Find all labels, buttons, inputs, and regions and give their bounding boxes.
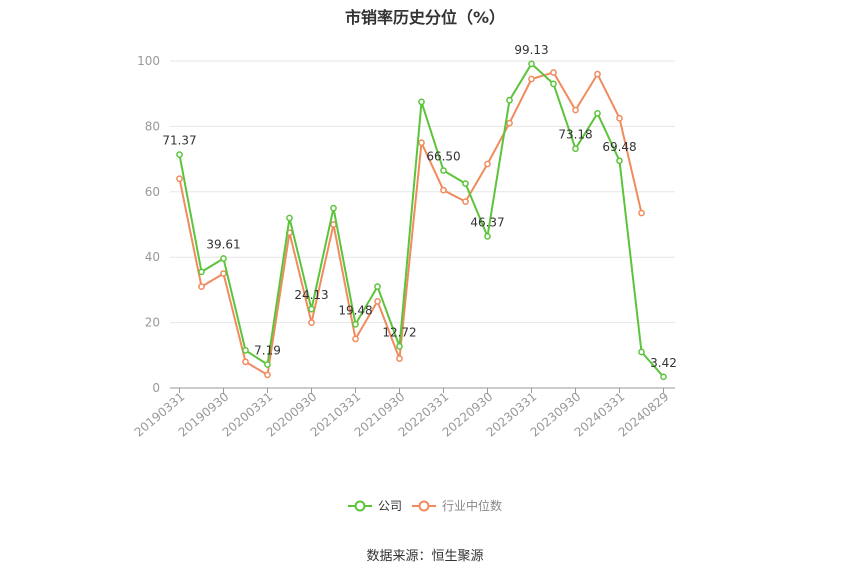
data-point [594,70,601,78]
legend-label: 公司 [378,499,402,513]
data-point [616,114,623,122]
data-point [352,335,359,343]
data-point [198,268,205,276]
data-label: 12.72 [382,325,416,339]
data-point [484,233,491,240]
data-label: 66.50 [426,150,460,164]
data-point [418,139,425,147]
y-tick-label: 20 [145,316,160,330]
data-point [374,283,381,290]
y-tick-label: 40 [145,250,160,264]
data-point [572,145,579,153]
y-axis-ticks: 0 20 40 60 80 100 [137,54,160,395]
data-point [572,106,579,114]
series-行业中位数 [176,69,645,379]
y-tick-label: 80 [145,119,160,133]
data-label: 69.48 [602,140,636,154]
y-tick-label: 0 [152,381,160,395]
legend-item: 行业中位数 [412,498,502,513]
data-point [528,75,535,83]
y-tick-label: 100 [137,54,160,68]
data-point [242,358,249,366]
data-point [440,167,447,174]
data-label: 3.42 [650,356,677,370]
data-label: 19.48 [338,303,372,317]
data-point [286,214,293,222]
data-point [330,204,337,212]
data-point [264,361,271,368]
data-point [308,319,315,326]
data-source: 数据来源：恒生聚源 [366,549,484,564]
data-point [242,347,249,354]
data-point [374,297,381,305]
data-point [616,157,623,165]
data-point [176,175,183,183]
data-point [264,371,271,379]
data-point [198,283,205,290]
series-line [178,62,665,378]
data-point [506,119,513,127]
data-label: 24.13 [294,288,328,302]
data-point [550,80,557,88]
data-labels: 71.37 39.61 7.19 24.13 19.48 12.72 66.50 46.37 9… [162,43,677,370]
data-point [352,320,359,328]
data-label: 39.61 [206,237,240,251]
data-point [594,109,601,117]
data-point [506,96,513,104]
data-label: 7.19 [254,343,281,357]
chart-title: 市销率历史分位（%） [344,8,506,27]
legend-label: 行业中位数 [442,498,502,513]
data-point [462,198,469,205]
y-tick-label: 60 [145,185,160,199]
legend-item: 公司 [348,499,402,513]
legend: 公司 行业中位数 [348,498,502,513]
data-point [220,270,227,277]
legend-swatch-marker [354,500,366,512]
series-公司 [176,60,667,381]
data-label: 71.37 [162,134,196,148]
data-point [638,209,645,217]
data-point [638,348,645,356]
series-line [178,71,643,376]
data-point [220,255,227,262]
data-point [418,98,425,106]
data-point [308,305,315,313]
data-label: 46.37 [470,215,504,229]
grid-lines [170,60,675,324]
data-point [396,343,403,350]
series-layer [176,60,667,381]
legend-swatch-marker [418,500,430,512]
data-point [528,60,535,68]
data-point [176,151,183,158]
data-point [462,180,469,187]
data-point [484,160,491,168]
data-label: 73.18 [558,128,592,142]
data-point [440,186,447,194]
data-point [660,373,667,381]
data-point [550,69,557,76]
x-axis: 2019033120190930202003312020093020210331… [132,387,675,440]
data-point [396,355,403,362]
data-label: 99.13 [514,43,548,57]
